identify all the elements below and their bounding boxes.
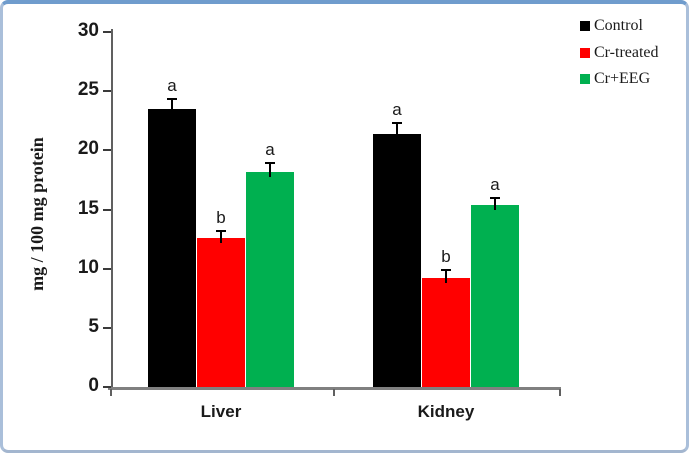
legend-swatch-icon — [580, 47, 590, 58]
x-tick-mark — [333, 389, 335, 396]
legend-item-cr-eeg: Cr+EEG — [580, 69, 650, 89]
legend-label: Control — [594, 17, 643, 34]
y-tick-label: 10 — [77, 256, 99, 278]
legend-label: Cr+EEG — [594, 70, 651, 87]
significance-letter: a — [490, 174, 500, 194]
bar-cr-treated-kidney — [422, 278, 470, 387]
bar-control-liver — [148, 108, 196, 387]
x-tick-mark — [559, 389, 561, 396]
error-bar-cap — [216, 229, 226, 232]
error-bar-line — [494, 197, 496, 210]
legend-swatch-icon — [580, 74, 590, 84]
y-tick-label: 0 — [88, 375, 99, 396]
y-tick-label: 25 — [77, 79, 99, 101]
legend-label: Cr-treated — [594, 43, 659, 61]
y-tick-label: 20 — [77, 138, 99, 160]
error-bar-line — [445, 269, 447, 284]
y-tick-mark — [103, 149, 111, 152]
y-tick-mark — [103, 326, 111, 329]
y-tick-mark — [103, 90, 111, 93]
bar-control-kidney — [373, 133, 421, 387]
error-bar-cap — [167, 98, 177, 101]
error-bar-cap — [490, 196, 500, 199]
y-tick-mark — [103, 267, 111, 270]
bar-cr-treated-liver — [197, 237, 245, 387]
significance-letter: b — [216, 207, 226, 227]
significance-letter: b — [441, 246, 451, 266]
legend-item-control: Control — [580, 16, 643, 36]
significance-letter: a — [265, 140, 275, 160]
y-tick-mark — [103, 31, 111, 33]
category-label-liver: Liver — [200, 402, 242, 421]
error-bar-line — [220, 230, 222, 243]
error-bar-line — [171, 99, 173, 114]
category-label-kidney: Kidney — [417, 402, 475, 421]
error-bar-line — [396, 123, 398, 139]
y-tick-mark — [103, 386, 111, 388]
y-tick-label: 15 — [77, 197, 99, 219]
error-bar-cap — [265, 162, 275, 165]
error-bar-cap — [441, 268, 451, 271]
legend-item-cr-treated: Cr-treated — [580, 43, 659, 63]
y-tick-label: 30 — [77, 20, 99, 41]
significance-letter: a — [167, 76, 177, 96]
y-tick-mark — [103, 208, 111, 211]
x-axis-line — [108, 387, 561, 390]
legend-swatch-icon — [580, 21, 590, 31]
bar-cr-eeg-kidney — [471, 204, 519, 387]
bar-cr-eeg-liver — [246, 171, 294, 387]
y-axis-line — [111, 29, 113, 389]
x-tick-mark — [110, 389, 112, 396]
y-tick-label: 5 — [88, 315, 99, 337]
error-bar-cap — [392, 122, 402, 125]
significance-letter: a — [392, 100, 402, 120]
error-bar-line — [269, 163, 271, 177]
